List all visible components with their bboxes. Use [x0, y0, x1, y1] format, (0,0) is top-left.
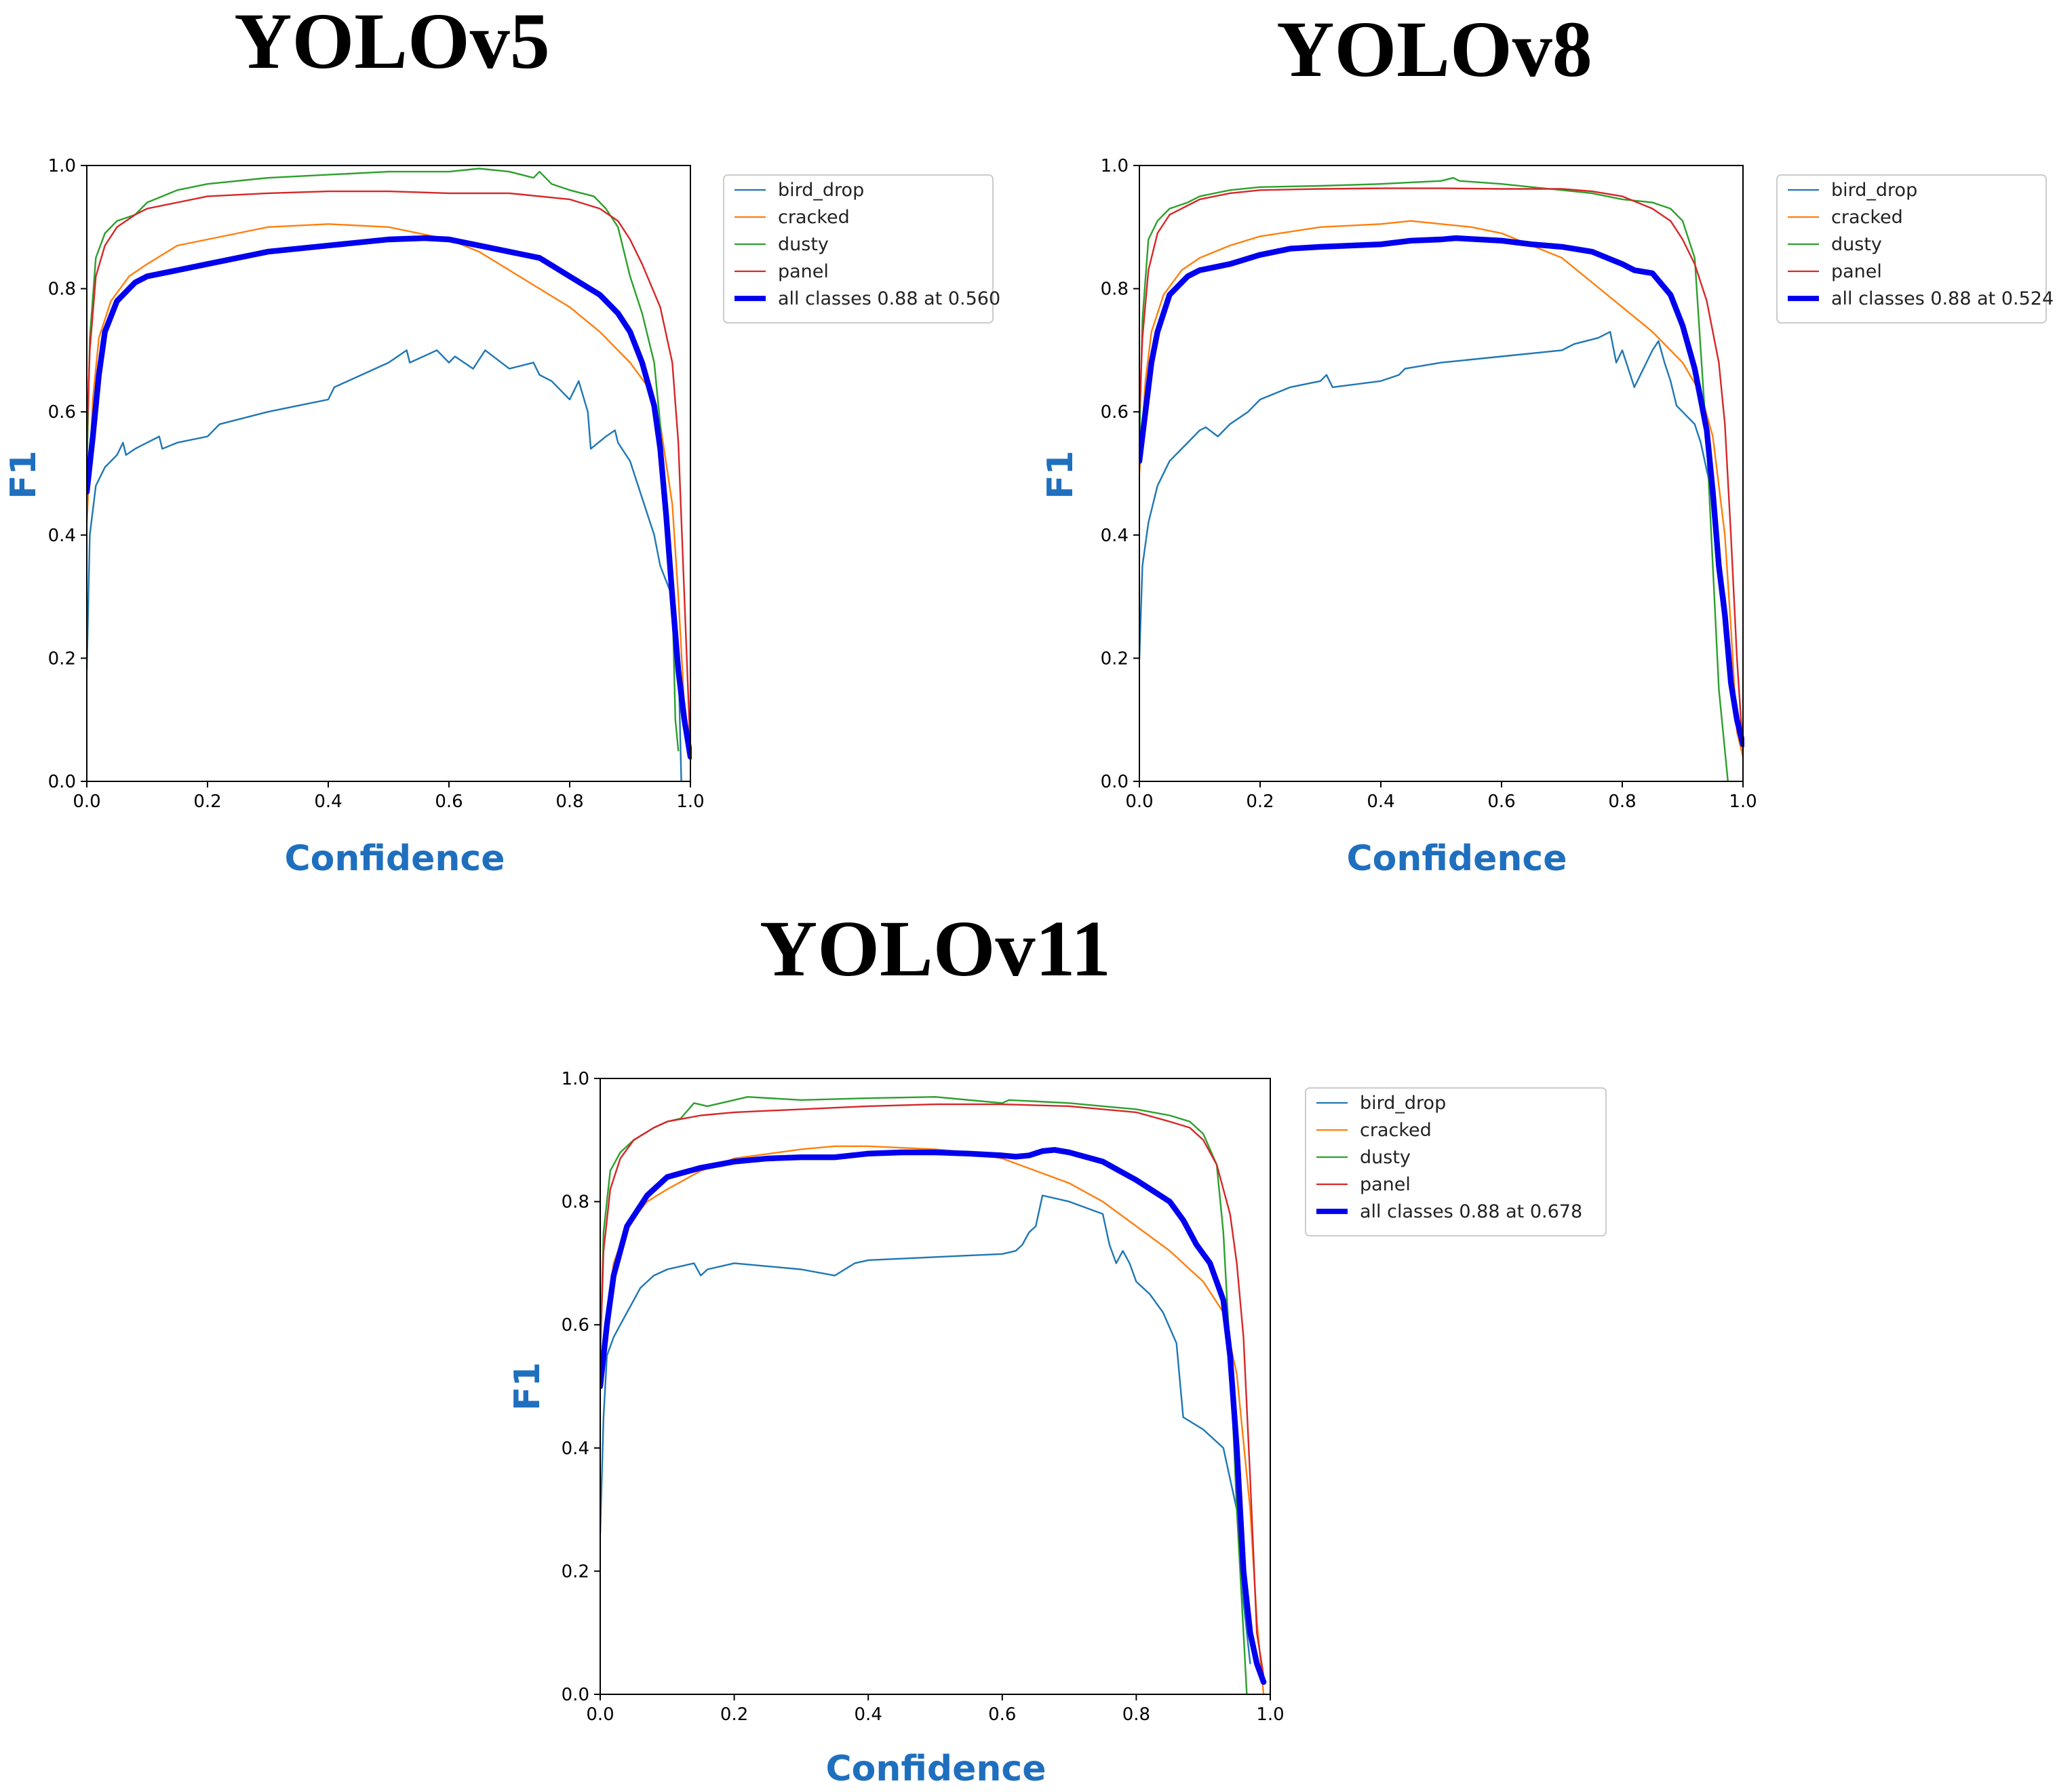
x-axis-label: Confidence	[825, 1749, 1046, 1789]
x-tick-label: 1.0	[676, 792, 704, 812]
series-line-all-classes	[600, 1147, 1267, 1686]
series-group	[87, 168, 692, 783]
legend-label: bird_drop	[778, 180, 864, 201]
series-line-bird-drop	[87, 349, 682, 783]
legend-label: dusty	[778, 234, 829, 255]
y-tick-label: 0.4	[48, 526, 76, 546]
legend-label: dusty	[1831, 234, 1882, 255]
y-tick-label: 0.8	[1101, 279, 1129, 300]
y-tick-label: 1.0	[48, 156, 76, 176]
y-tick-label: 1.0	[562, 1069, 589, 1089]
y-axis-label: F1	[507, 1362, 548, 1411]
chart-title: YOLOv5	[234, 0, 550, 85]
legend-label: panel	[778, 261, 829, 282]
axes-frame	[600, 1078, 1271, 1695]
series-line-all-classes	[1139, 235, 1744, 747]
x-tick-label: 0.0	[73, 792, 100, 812]
series-group	[600, 1095, 1267, 1696]
x-tick-label: 0.2	[193, 792, 221, 812]
axes-frame	[86, 165, 691, 782]
x-tick-label: 0.6	[988, 1705, 1016, 1725]
y-tick-label: 0.0	[48, 772, 76, 792]
y-tick-label: 0.2	[562, 1561, 589, 1582]
x-axis-label: Confidence	[1346, 838, 1567, 879]
series-line-all-classes	[87, 235, 692, 760]
y-tick-label: 0.8	[562, 1192, 589, 1213]
y-tick-label: 0.6	[1101, 402, 1129, 423]
x-tick-label: 0.2	[720, 1705, 748, 1725]
series-line-bird-drop	[1139, 331, 1738, 721]
x-tick-label: 0.6	[435, 792, 463, 812]
legend-label: bird_drop	[1360, 1093, 1446, 1114]
chart-panel-yolov5: YOLOv5 0.0 0.2 0.4 0.6 0.8 1.0 0.0 0.2 0.4 0.6 0.8 1…	[3, 0, 1000, 879]
series-line-panel	[1139, 187, 1744, 752]
legend-label: all classes 0.88 at 0.678	[1360, 1201, 1582, 1222]
legend-label: bird_drop	[1831, 180, 1917, 201]
legend-label: all classes 0.88 at 0.524	[1831, 288, 2054, 309]
y-tick-label: 0.6	[48, 402, 76, 423]
plot-area	[1139, 165, 1743, 781]
y-tick-label: 0.4	[1101, 526, 1129, 546]
y-axis-label: F1	[3, 450, 44, 499]
plot-area	[600, 1078, 1270, 1694]
x-tick-label: 0.6	[1487, 792, 1515, 812]
x-tick-label: 0.8	[555, 792, 583, 812]
series-line-panel	[600, 1103, 1265, 1677]
legend-label: cracked	[778, 207, 850, 228]
y-tick-label: 0.0	[1101, 772, 1129, 792]
series-line-panel	[87, 190, 692, 752]
plot-area	[87, 165, 690, 781]
y-tick-label: 0.2	[1101, 648, 1129, 669]
x-tick-label: 0.0	[586, 1705, 614, 1725]
legend-label: cracked	[1360, 1120, 1432, 1141]
legend-box	[723, 174, 994, 324]
series-line-bird-drop	[600, 1194, 1251, 1664]
legend-box	[1776, 174, 2047, 324]
x-tick-label: 1.0	[1256, 1705, 1284, 1725]
y-tick-label: 0.6	[562, 1315, 589, 1336]
x-tick-label: 0.4	[314, 792, 342, 812]
legend-label: cracked	[1831, 207, 1903, 228]
y-axis-label: F1	[1040, 450, 1081, 499]
x-tick-label: 0.8	[1122, 1705, 1150, 1725]
y-tick-label: 1.0	[1101, 156, 1129, 176]
chart-panel-yolov11: YOLOv11 0.0 0.2 0.4 0.6 0.8 1.0 0.0 0.2 0.4 0.6 0.8…	[507, 904, 1607, 1789]
x-axis-label: Confidence	[284, 838, 505, 879]
x-tick-label: 0.2	[1246, 792, 1274, 812]
y-tick-label: 0.8	[48, 279, 76, 300]
legend-box	[1305, 1087, 1607, 1236]
legend-label: panel	[1360, 1174, 1411, 1195]
axes-frame	[1139, 165, 1744, 782]
legend-label: dusty	[1360, 1147, 1411, 1168]
y-tick-label: 0.2	[48, 648, 76, 669]
y-tick-label: 0.4	[562, 1439, 589, 1459]
x-tick-label: 0.8	[1608, 792, 1636, 812]
legend-label: all classes 0.88 at 0.560	[778, 288, 1000, 309]
series-line-cracked	[1139, 220, 1744, 758]
x-tick-label: 1.0	[1729, 792, 1757, 812]
series-line-dusty	[1139, 177, 1729, 783]
x-tick-label: 0.4	[855, 1705, 882, 1725]
chart-title: YOLOv8	[1276, 5, 1592, 94]
series-group	[1139, 177, 1744, 783]
chart-title: YOLOv11	[760, 904, 1111, 993]
chart-panel-yolov8: YOLOv8 0.0 0.2 0.4 0.6 0.8 1.0 0.0 0.2 0.4 0.6 0.8 1…	[1040, 5, 2054, 879]
x-tick-label: 0.0	[1125, 792, 1153, 812]
y-tick-label: 0.0	[562, 1685, 589, 1705]
legend-label: panel	[1831, 261, 1882, 282]
x-tick-label: 0.4	[1367, 792, 1394, 812]
